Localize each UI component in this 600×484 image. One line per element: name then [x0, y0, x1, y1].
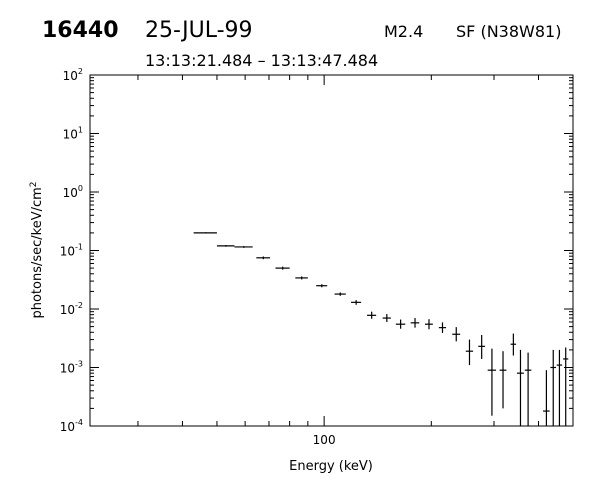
data-point: [510, 333, 517, 356]
y-axis-title: photons/sec/keV/cm2: [29, 181, 45, 318]
data-point: [367, 311, 377, 319]
y-tick-label: 10-3: [60, 360, 83, 376]
y-tick-label: 102: [63, 67, 83, 83]
data-point: [193, 232, 217, 234]
data-point: [295, 276, 308, 280]
data-point: [234, 246, 253, 248]
y-tick-label: 10-4: [60, 418, 83, 434]
y-tick-label: 10-2: [60, 301, 83, 317]
marks-layer: [193, 232, 569, 426]
y-tick-label: 101: [63, 126, 83, 142]
data-point: [452, 327, 461, 342]
data-point: [563, 347, 569, 426]
data-point: [499, 351, 507, 409]
data-point: [516, 349, 524, 426]
data-point: [487, 348, 497, 416]
axes-layer: 10-4 10-3 10-2 10-1 100 101 102 100: [60, 67, 574, 447]
x-axis-title: Energy (keV): [289, 459, 373, 474]
y-tick-label: 10-1: [60, 243, 83, 259]
data-point: [478, 334, 485, 359]
data-point: [351, 300, 362, 305]
flare-info: SF (N38W81): [456, 22, 561, 41]
data-point: [465, 339, 474, 366]
data-point: [334, 292, 346, 296]
data-point: [524, 352, 532, 426]
data-point: [556, 349, 563, 426]
data-point: [543, 370, 550, 426]
data-point: [395, 319, 406, 329]
time-range: 13:13:21.484 – 13:13:47.484: [145, 51, 378, 70]
data-point: [216, 245, 235, 247]
data-point: [275, 266, 290, 270]
x-tick-label: 100: [313, 433, 336, 447]
data-point: [316, 284, 328, 288]
data-point: [438, 322, 447, 333]
data-point: [410, 318, 420, 328]
data-point: [550, 349, 557, 426]
y-tick-label: 100: [63, 184, 83, 200]
flare-class: M2.4: [384, 22, 423, 41]
event-date: 25-JUL-99: [145, 18, 253, 43]
event-id: 16440: [42, 18, 119, 43]
data-point: [425, 319, 433, 330]
data-point: [382, 314, 391, 322]
plot-frame: [89, 74, 574, 427]
data-point: [256, 256, 271, 260]
